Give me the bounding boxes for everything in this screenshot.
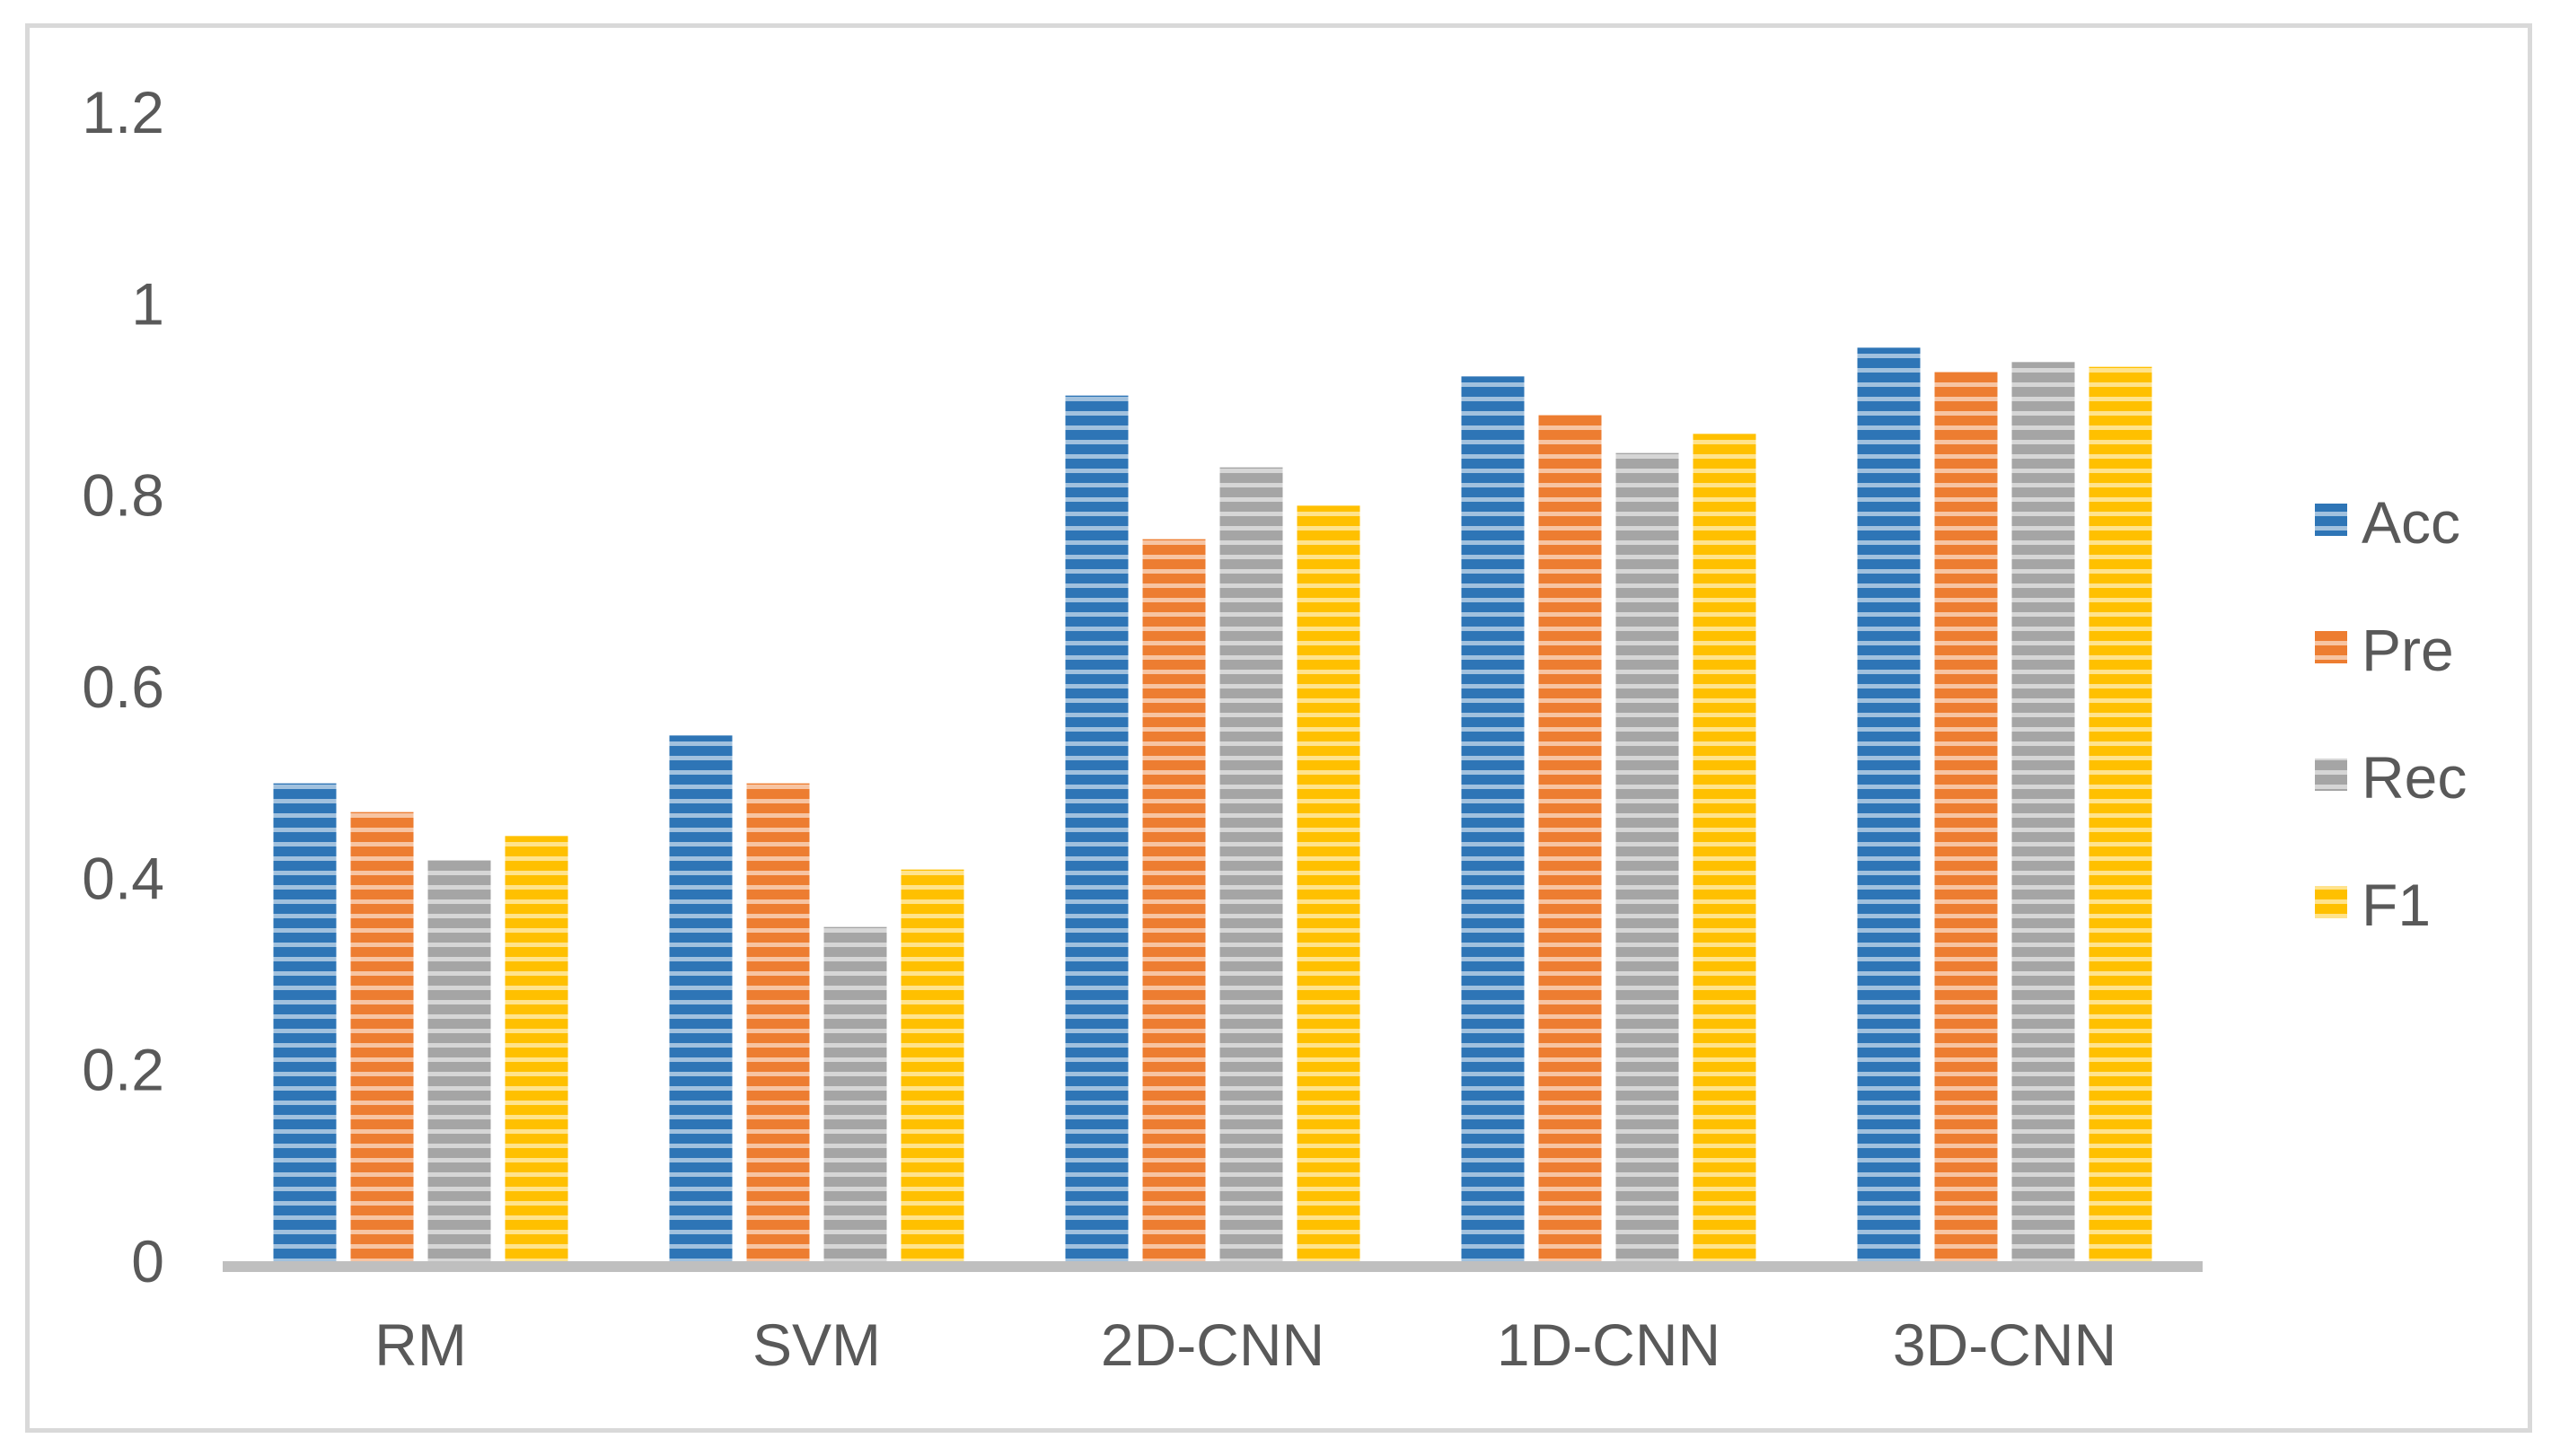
bar-rec-rm xyxy=(427,860,491,1262)
legend-swatch-f1 xyxy=(2315,886,2347,918)
x-axis-category-labels: RM SVM 2D-CNN 1D-CNN 3D-CNN xyxy=(374,1311,2116,1378)
y-tick-label: 0.4 xyxy=(82,845,164,911)
y-tick-label: 0.2 xyxy=(82,1037,164,1103)
y-tick-label: 1.2 xyxy=(82,79,164,145)
bar-pre-2d-cnn xyxy=(1142,539,1206,1262)
y-tick-label: 1 xyxy=(131,270,164,337)
y-tick-label: 0.6 xyxy=(82,653,164,720)
bar-acc-2d-cnn xyxy=(1065,395,1129,1263)
bar-pre-svm xyxy=(746,783,810,1262)
legend: Acc Pre Rec F1 xyxy=(2315,489,2467,938)
legend-swatch-rec xyxy=(2315,759,2347,791)
bar-pre-3d-cnn xyxy=(1934,372,1998,1262)
bar-f1-2d-cnn xyxy=(1297,505,1360,1262)
chart-frame: 0 0.2 0.4 0.6 0.8 1 1.2 RM SVM 2D-CNN 1D-CNN 3D-CN… xyxy=(25,23,2532,1433)
legend-label-rec: Rec xyxy=(2362,744,2467,811)
bar-acc-svm xyxy=(669,735,733,1262)
bar-acc-1d-cnn xyxy=(1461,376,1525,1262)
x-category-label: RM xyxy=(374,1311,467,1378)
bar-pre-1d-cnn xyxy=(1538,415,1602,1262)
bar-rec-svm xyxy=(823,926,887,1262)
bar-chart: 0 0.2 0.4 0.6 0.8 1 1.2 RM SVM 2D-CNN 1D-CNN 3D-CN… xyxy=(82,79,2467,1378)
y-axis-tick-labels: 0 0.2 0.4 0.6 0.8 1 1.2 xyxy=(82,79,164,1294)
x-category-label: 1D-CNN xyxy=(1497,1311,1720,1378)
bar-f1-rm xyxy=(505,836,568,1262)
bar-f1-svm xyxy=(901,869,964,1262)
legend-label-pre: Pre xyxy=(2362,617,2454,683)
x-axis-line xyxy=(223,1261,2203,1272)
bar-acc-3d-cnn xyxy=(1857,347,1921,1262)
bar-rec-3d-cnn xyxy=(2011,362,2075,1262)
y-tick-label: 0.8 xyxy=(82,462,164,529)
x-category-label: 2D-CNN xyxy=(1101,1311,1324,1378)
bar-f1-3d-cnn xyxy=(2089,366,2152,1263)
legend-swatch-acc xyxy=(2315,504,2347,536)
x-axis xyxy=(223,1261,2203,1272)
x-category-label: 3D-CNN xyxy=(1893,1311,2116,1378)
bar-rec-2d-cnn xyxy=(1219,467,1283,1262)
legend-swatch-pre xyxy=(2315,631,2347,663)
y-tick-label: 0 xyxy=(131,1228,164,1294)
bar-pre-rm xyxy=(350,811,414,1262)
bar-rec-1d-cnn xyxy=(1615,452,1679,1263)
bar-f1-1d-cnn xyxy=(1693,434,1756,1262)
x-category-label: SVM xyxy=(752,1311,881,1378)
bar-series-group xyxy=(273,347,2152,1263)
legend-label-acc: Acc xyxy=(2362,489,2460,556)
legend-label-f1: F1 xyxy=(2362,872,2431,938)
bar-acc-rm xyxy=(273,783,337,1262)
